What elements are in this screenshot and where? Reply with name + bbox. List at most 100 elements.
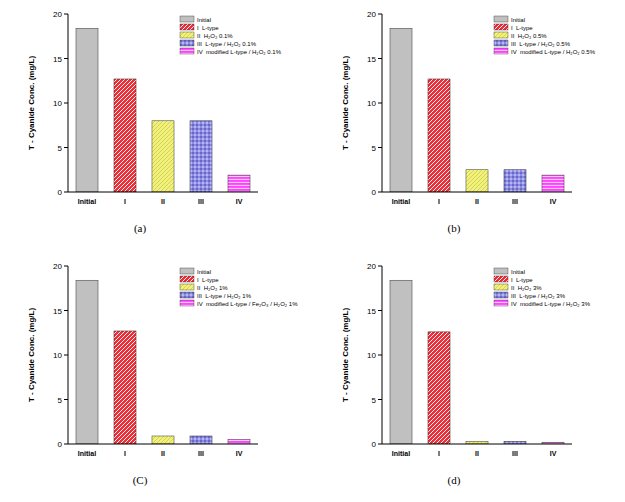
legend-label: II H₂O₂ 0.5% xyxy=(511,33,547,39)
legend-label: II H₂O₂ 0.1% xyxy=(197,33,233,39)
y-tick-label: 20 xyxy=(53,10,62,19)
panel-caption: (a) xyxy=(134,222,147,235)
legend-swatch xyxy=(494,32,508,38)
legend: InitialI L-typeII H₂O₂ 3%III L-type / H₂… xyxy=(494,268,591,307)
bar xyxy=(390,280,412,444)
legend: InitialI L-typeII H₂O₂ 1%III L-type / H₂… xyxy=(180,268,298,307)
y-tick xyxy=(64,192,68,193)
x-tick-label: IV xyxy=(236,450,243,457)
legend-label: Initial xyxy=(197,17,211,23)
panel: 05101520InitialIIIIIIIVT - Cyanide Conc.… xyxy=(27,262,298,487)
y-tick xyxy=(378,310,382,311)
bar xyxy=(152,121,174,192)
legend-swatch xyxy=(494,16,508,22)
x-tick-label: Initial xyxy=(392,198,410,205)
legend-swatch xyxy=(180,276,194,282)
legend-label: IV modified L-type / H₂O₂ 0.1% xyxy=(197,49,282,55)
x-tick-label: II xyxy=(475,198,479,205)
y-tick xyxy=(378,14,382,15)
y-tick-label: 10 xyxy=(367,99,376,108)
y-tick-label: 15 xyxy=(367,55,376,64)
x-axis xyxy=(68,192,258,193)
legend-label: IV modified L-type / H₂O₂ 3% xyxy=(511,301,591,307)
y-tick-label: 5 xyxy=(372,144,377,153)
bar xyxy=(76,280,98,444)
legend-label: I L-type xyxy=(511,277,533,283)
bar xyxy=(114,331,136,444)
legend-label: I L-type xyxy=(197,25,219,31)
legend-label: IV modified L-type / H₂O₂ 0.5% xyxy=(511,49,596,55)
legend-swatch xyxy=(494,48,508,54)
x-axis xyxy=(382,444,572,445)
y-tick xyxy=(378,58,382,59)
bar xyxy=(228,440,250,444)
legend-label: II H₂O₂ 3% xyxy=(511,285,542,291)
y-tick xyxy=(378,444,382,445)
y-tick xyxy=(64,58,68,59)
legend-swatch xyxy=(494,300,508,306)
y-tick-label: 15 xyxy=(367,307,376,316)
bar xyxy=(228,175,250,192)
x-tick-label: Initial xyxy=(78,450,96,457)
x-tick-label: I xyxy=(124,450,126,457)
legend-swatch xyxy=(494,284,508,290)
legend-swatch xyxy=(180,292,194,298)
bar xyxy=(76,28,98,192)
bar xyxy=(390,28,412,192)
x-axis xyxy=(382,192,572,193)
x-tick-label: I xyxy=(124,198,126,205)
background xyxy=(0,0,625,502)
panel: 05101520InitialIIIIIIIVT - Cyanide Conc.… xyxy=(27,10,282,235)
y-tick-label: 15 xyxy=(53,55,62,64)
y-tick-label: 0 xyxy=(58,188,63,197)
legend-label: III L-type / H₂O₂ 1% xyxy=(197,293,252,299)
bar xyxy=(190,436,212,444)
x-tick-label: IV xyxy=(550,450,557,457)
legend-label: III L-type / H₂O₂ 0.5% xyxy=(511,41,571,47)
figure: 05101520InitialIIIIIIIVT - Cyanide Conc.… xyxy=(0,0,625,502)
legend: Initial I L-type II H₂O₂ 0.1% III L-type / … xyxy=(180,16,282,55)
panel-caption: (b) xyxy=(448,222,461,235)
legend-label: Initial xyxy=(197,269,211,275)
legend-label: I L-type xyxy=(511,25,533,31)
legend-swatch xyxy=(494,292,508,298)
legend-label: II H₂O₂ 1% xyxy=(197,285,228,291)
y-tick xyxy=(378,266,382,267)
x-axis xyxy=(68,444,258,445)
legend-swatch xyxy=(180,16,194,22)
panel: 05101520InitialIIIIIIIVT - Cyanide Conc.… xyxy=(341,10,596,235)
legend-swatch xyxy=(180,268,194,274)
y-tick xyxy=(64,14,68,15)
y-tick xyxy=(64,103,68,104)
y-tick-label: 0 xyxy=(58,440,63,449)
legend-label: III L-type / H₂O₂ 3% xyxy=(511,293,566,299)
y-tick xyxy=(378,103,382,104)
panel-caption: (C) xyxy=(133,474,148,487)
y-tick xyxy=(64,147,68,148)
x-tick-label: III xyxy=(512,198,518,205)
bar xyxy=(114,79,136,192)
x-tick-label: II xyxy=(475,450,479,457)
y-tick-label: 5 xyxy=(58,396,63,405)
y-tick xyxy=(64,399,68,400)
legend-swatch xyxy=(180,300,194,306)
y-tick xyxy=(378,355,382,356)
legend-swatch xyxy=(180,48,194,54)
x-tick-label: IV xyxy=(236,198,243,205)
y-tick xyxy=(64,266,68,267)
legend-label: III L-type / H₂O₂ 0.1% xyxy=(197,41,257,47)
y-tick xyxy=(64,444,68,445)
y-axis-title: T - Cyanide Conc. (mg/L) xyxy=(27,308,36,403)
y-tick xyxy=(64,310,68,311)
bar xyxy=(504,170,526,192)
bar xyxy=(152,436,174,444)
y-axis-title: T - Cyanide Conc. (mg/L) xyxy=(27,56,36,151)
legend-label: Initial xyxy=(511,17,525,23)
y-tick-label: 0 xyxy=(372,440,377,449)
legend-swatch xyxy=(494,276,508,282)
panel: 05101520InitialIIIIIIIVT - Cyanide Conc.… xyxy=(341,262,591,487)
y-tick-label: 20 xyxy=(53,262,62,271)
y-tick-label: 15 xyxy=(53,307,62,316)
bar xyxy=(428,79,450,192)
legend-label: IV modified L-type / Fe₂O₃ / H₂O₂ 1% xyxy=(197,301,298,307)
